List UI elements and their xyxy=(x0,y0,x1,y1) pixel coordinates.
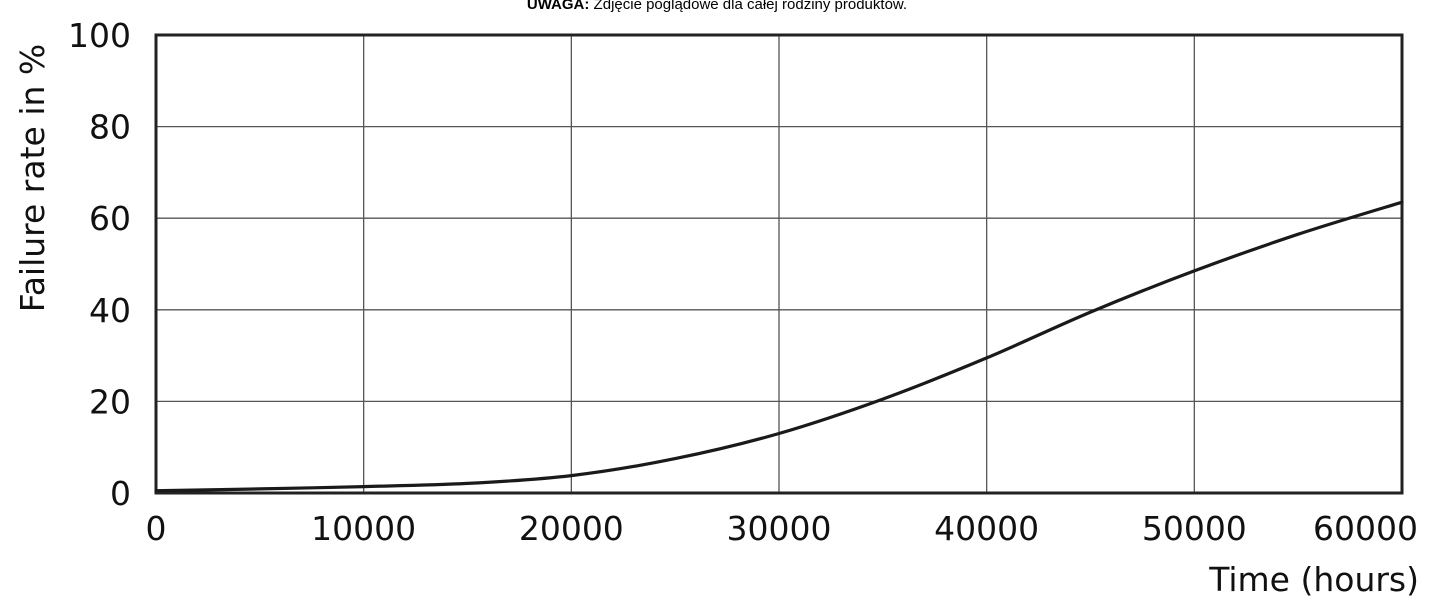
data-point xyxy=(1401,201,1403,203)
data-point xyxy=(1089,311,1092,313)
data-point xyxy=(1193,270,1196,272)
data-point xyxy=(466,482,469,485)
y-tick-label: 20 xyxy=(89,382,131,421)
x-tick-label: 60000 xyxy=(1313,509,1418,548)
y-tick-label: 80 xyxy=(89,108,131,147)
series-layer xyxy=(154,200,1404,493)
data-point xyxy=(155,489,157,492)
y-tick-label: 40 xyxy=(89,291,131,330)
disclaimer-text: Zdjęcie poglądowe dla całej rodziny prod… xyxy=(589,0,908,13)
data-point xyxy=(882,398,884,400)
y-tick-label: 0 xyxy=(110,474,131,513)
x-tick-label: 10000 xyxy=(311,509,416,548)
x-tick-labels: 0 10000 20000 30000 40000 50000 60000 xyxy=(146,509,1419,548)
data-point xyxy=(985,357,988,359)
data-point xyxy=(778,432,780,435)
y-axis-title: Failure rate in % xyxy=(13,44,52,313)
x-tick-label: 50000 xyxy=(1142,509,1247,548)
x-axis-title: Time (hours) xyxy=(1208,560,1419,599)
plot-frame xyxy=(154,33,1404,495)
grid-lines xyxy=(156,35,1402,493)
data-point xyxy=(259,488,261,490)
y-tick-label: 100 xyxy=(68,16,131,55)
data-point xyxy=(674,457,676,460)
data-point xyxy=(362,485,365,488)
x-tick-label: 40000 xyxy=(934,509,1039,548)
disclaimer-note: UWAGA: Zdjęcie poglądowe dla całej rodzi… xyxy=(0,0,1434,14)
data-point xyxy=(1297,233,1299,235)
disclaimer-label: UWAGA: xyxy=(526,0,590,13)
y-tick-labels: 0 20 40 60 80 100 xyxy=(68,16,131,513)
data-point xyxy=(570,474,573,477)
x-tick-label: 30000 xyxy=(727,509,832,548)
x-tick-label: 20000 xyxy=(519,509,624,548)
y-tick-label: 60 xyxy=(89,199,131,238)
x-tick-label: 0 xyxy=(146,509,167,548)
